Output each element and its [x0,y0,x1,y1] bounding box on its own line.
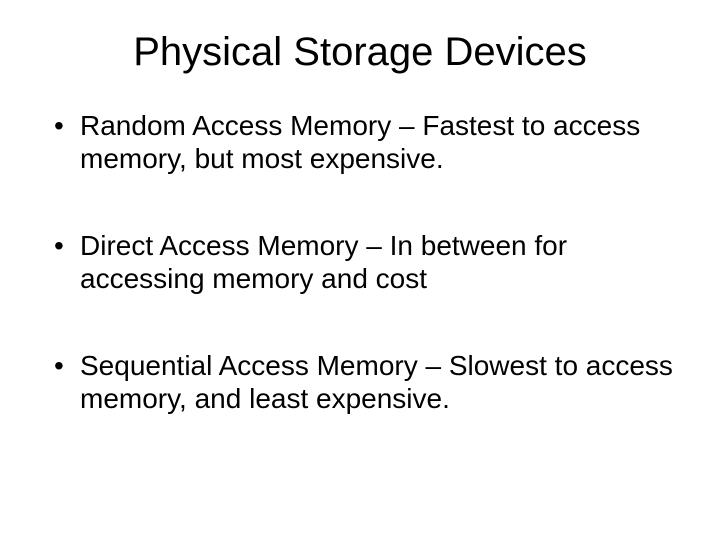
bullet-list: Random Access Memory – Fastest to access… [50,109,680,415]
slide-title: Physical Storage Devices [40,30,680,75]
list-item: Random Access Memory – Fastest to access… [50,109,680,175]
list-item: Sequential Access Memory – Slowest to ac… [50,349,680,415]
slide: Physical Storage Devices Random Access M… [0,0,720,540]
list-item: Direct Access Memory – In between for ac… [50,229,680,295]
